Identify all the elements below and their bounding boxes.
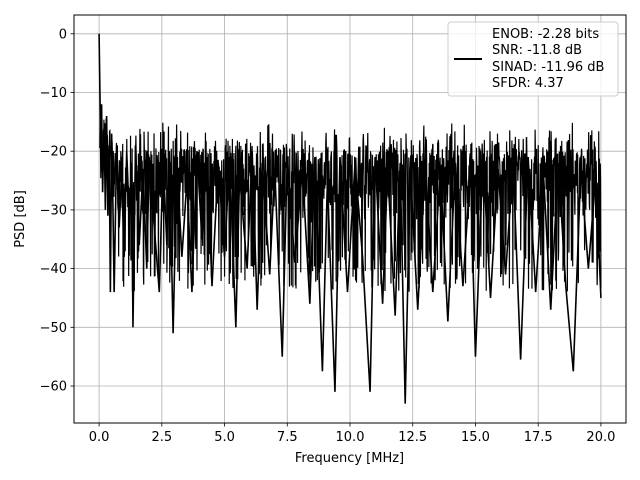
- y-tick-label: −30: [40, 203, 67, 218]
- y-tick-label: −10: [40, 86, 67, 101]
- legend-snr: SNR: -11.8 dB: [492, 43, 582, 58]
- x-tick-label: 17.5: [524, 430, 553, 445]
- y-tick-label: −40: [40, 262, 67, 277]
- y-tick-label: −60: [40, 380, 67, 395]
- psd-noise-trace: [99, 112, 602, 292]
- y-tick-label: −20: [40, 145, 67, 160]
- x-tick-label: 5.0: [214, 430, 235, 445]
- x-tick-label: 15.0: [461, 430, 490, 445]
- x-tick-label: 7.5: [277, 430, 298, 445]
- x-tick-label: 12.5: [398, 430, 427, 445]
- y-axis-label: PSD [dB]: [13, 190, 28, 248]
- y-tick-label: −50: [40, 321, 67, 336]
- y-tick-label: 0: [59, 27, 67, 42]
- x-tick-label: 2.5: [151, 430, 172, 445]
- x-tick-label: 0.0: [89, 430, 110, 445]
- psd-noise-path: [99, 112, 602, 292]
- x-tick-label: 10.0: [336, 430, 365, 445]
- x-tick-label: 20.0: [586, 430, 615, 445]
- legend-box: [447, 21, 619, 97]
- legend-sinad: SINAD: -11.96 dB: [492, 60, 604, 75]
- psd-series: [98, 33, 602, 404]
- legend: ENOB: -2.28 bits SNR: -11.8 dB SINAD: -1…: [447, 21, 619, 97]
- ticks: 0.0 2.5 5.0 7.5 10.0 12.5 15.0 17.5 20.0 0 −10 −20 −…: [40, 27, 616, 445]
- legend-enob: ENOB: -2.28 bits: [492, 27, 599, 42]
- x-axis-label: Frequency [MHz]: [295, 451, 404, 466]
- legend-sfdr: SFDR: 4.37: [492, 76, 564, 91]
- psd-line: [98, 33, 602, 404]
